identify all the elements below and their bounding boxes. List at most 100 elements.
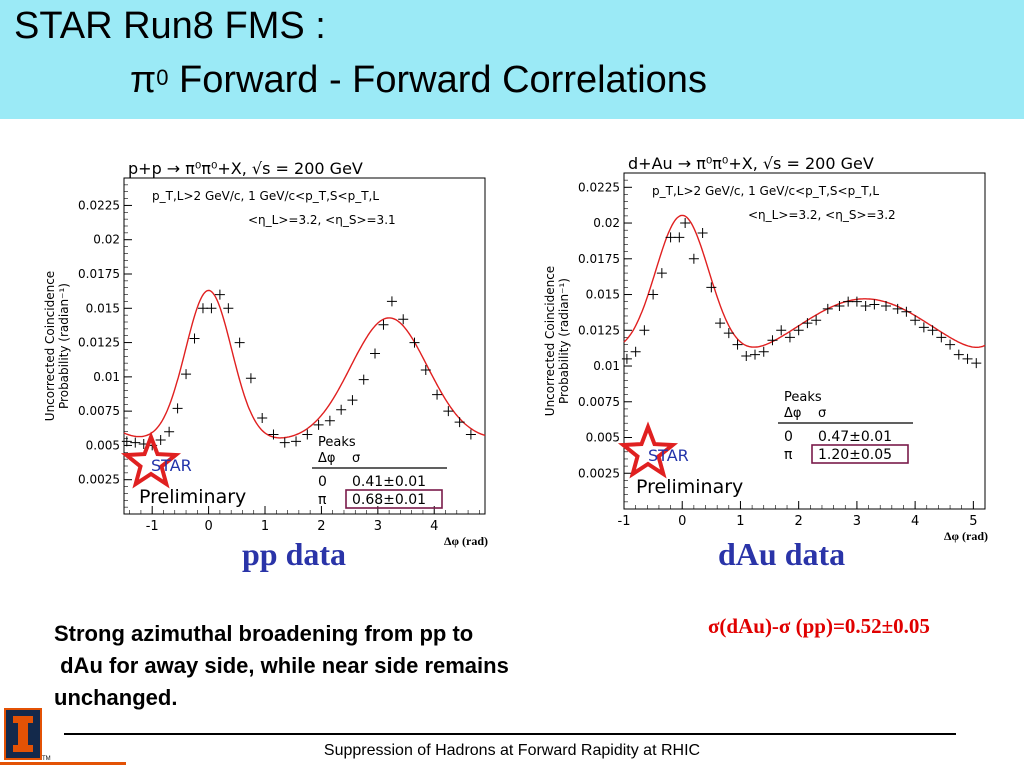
pp-chart-panel: 0.0025 0.005 0.0075 0.01 0.0125 0.015 0.0175 0.… [40, 150, 495, 550]
dau-caption: dAu data [718, 536, 846, 572]
peaks-col-dphi: Δφ [784, 406, 801, 421]
data-point [257, 413, 268, 423]
data-point [811, 315, 822, 326]
data-point [121, 436, 132, 447]
data-point [302, 429, 313, 440]
peaks-row-dphi: 0 [784, 429, 793, 445]
data-point [234, 337, 245, 348]
y-axis-label: Uncorrected Coincidence Probability (radi… [43, 271, 71, 421]
x-tick-label: 2 [795, 514, 803, 529]
data-point [674, 232, 685, 243]
data-point [130, 437, 141, 448]
data-point [181, 369, 192, 380]
star-logo-icon [120, 431, 182, 489]
preliminary-label: Preliminary [139, 486, 246, 508]
y-tick-label: 0.005 [586, 431, 620, 445]
x-tick-label: 0 [678, 514, 686, 529]
data-point [155, 434, 166, 445]
peaks-label: Peaks [784, 390, 822, 405]
plot-frame [123, 177, 486, 515]
y-tick-label: 0.0225 [578, 180, 620, 194]
y-axis-label-line2: Probability (radian⁻¹) [57, 283, 71, 409]
data-point [793, 325, 804, 336]
peaks-col-sigma: σ [352, 451, 360, 466]
data-point [971, 358, 982, 369]
data-point [750, 349, 761, 360]
star-logo-icon [617, 421, 679, 479]
data-point [892, 303, 903, 314]
pp-caption: pp data [242, 536, 347, 572]
data-point [420, 365, 431, 375]
y-tick-label: 0.01 [593, 359, 620, 373]
y-tick-label: 0.0175 [578, 252, 620, 266]
data-point [910, 315, 921, 326]
peaks-col-dphi: Δφ [318, 451, 335, 466]
x-tick-label: 2 [317, 519, 325, 534]
data-point [268, 429, 279, 440]
data-point [639, 325, 650, 336]
data-point [918, 322, 929, 333]
data-point [336, 404, 347, 415]
x-tick-label: -1 [146, 519, 159, 534]
x-tick-label: 3 [853, 514, 861, 529]
data-point [869, 299, 880, 310]
logo-trademark: TM [42, 756, 51, 762]
data-point [164, 426, 175, 437]
y-tick-label: 0.0225 [78, 198, 120, 212]
data-point [197, 303, 208, 314]
x-tick-label: 1 [261, 519, 269, 534]
title-banner [0, 0, 1024, 119]
y-tick-label: 0.0125 [78, 336, 120, 350]
y-tick-label: 0.0075 [78, 404, 120, 418]
data-point [189, 333, 200, 344]
data-point [723, 328, 734, 339]
data-point [324, 415, 335, 426]
x-tick-label: 0 [204, 519, 212, 534]
data-point [936, 332, 947, 343]
star-logo-text: STAR [151, 456, 192, 475]
peaks-label: Peaks [318, 435, 356, 450]
data-point [962, 353, 973, 364]
data-point [378, 319, 389, 330]
pi-superscript: 0 [156, 65, 169, 90]
data-point [443, 406, 454, 417]
star-logo-text: STAR [648, 446, 689, 465]
y-tick-label: 0.0025 [78, 473, 120, 487]
chart-svg: 0.0025 0.005 0.0075 0.01 0.0125 0.015 0.0175 0.… [543, 154, 988, 543]
logo-underline [0, 762, 126, 765]
data-point [347, 395, 358, 406]
y-tick-label: 0.015 [86, 301, 120, 315]
data-point [409, 337, 420, 348]
data-point [697, 228, 708, 239]
y-tick-label: 0.02 [93, 233, 120, 247]
y-axis-label: Uncorrected Coincidence Probability (radi… [543, 266, 571, 416]
x-tick-label: 4 [911, 514, 919, 529]
chart-subtitle-2: <η_L>=3.2, <η_S>=3.1 [248, 213, 396, 227]
footer-text: Suppression of Hadrons at Forward Rapidi… [323, 742, 701, 759]
data-point [206, 303, 217, 314]
data-point [767, 335, 778, 346]
chart-title: p+p → π⁰π⁰+X, √s = 200 GeV [128, 159, 363, 178]
block-i-icon [13, 716, 33, 752]
y-tick-label: 0.02 [593, 216, 620, 230]
dau-chart-panel: 0.0025 0.005 0.0075 0.01 0.0125 0.015 0.0175 0.… [540, 145, 995, 545]
y-axis-label-line1: Uncorrected Coincidence [43, 271, 57, 421]
data-point [432, 389, 443, 400]
x-tick-label: -1 [618, 514, 631, 529]
data-point [370, 348, 381, 359]
footer-divider [64, 733, 956, 735]
x-axis-label: Δφ (rad) [944, 529, 988, 543]
peaks-row-sigma: 0.68±0.01 [352, 492, 426, 508]
data-point [843, 296, 854, 307]
data-point [822, 303, 833, 314]
peaks-row-sigma: 0.47±0.01 [818, 429, 892, 445]
y-tick-label: 0.01 [93, 370, 120, 384]
conclusion-text: Strong azimuthal broadening from pp to d… [54, 621, 509, 710]
y-tick-label: 0.0125 [578, 323, 620, 337]
preliminary-label: Preliminary [636, 476, 743, 498]
data-point [953, 349, 964, 360]
data-point [398, 314, 409, 325]
data-point [454, 417, 465, 428]
peaks-col-sigma: σ [818, 406, 826, 421]
data-point [732, 339, 743, 350]
